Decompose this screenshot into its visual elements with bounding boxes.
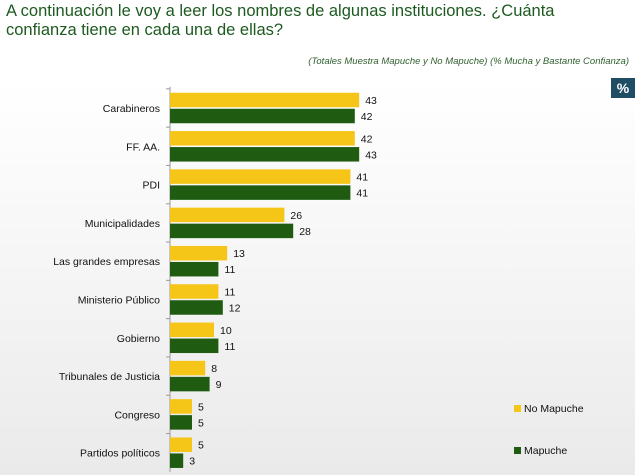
category-label: Municipalidades <box>85 218 160 230</box>
bar-mapuche <box>170 147 360 162</box>
chart-subtitle: (Totales Muestra Mapuche y No Mapuche) (… <box>308 56 629 67</box>
bar-no-mapuche <box>170 360 206 376</box>
legend-label: No Mapuche <box>524 403 584 415</box>
bar-no-mapuche <box>170 131 355 146</box>
category-label: Las grandes empresas <box>53 256 160 268</box>
data-label: 43 <box>365 149 377 161</box>
data-label: 10 <box>220 325 232 337</box>
data-label: 9 <box>216 379 222 391</box>
bar-no-mapuche <box>170 399 192 414</box>
data-label: 26 <box>290 210 302 222</box>
data-label: 3 <box>189 456 195 468</box>
data-label: 28 <box>299 226 311 238</box>
bar-no-mapuche <box>170 207 285 223</box>
bar-mapuche <box>170 453 184 468</box>
bar-mapuche <box>170 108 355 124</box>
data-label: 8 <box>211 363 217 375</box>
bar-mapuche <box>170 261 219 277</box>
data-label: 5 <box>198 417 204 429</box>
data-label: 11 <box>224 264 235 276</box>
bar-no-mapuche <box>170 169 351 184</box>
category-label: Partidos políticos <box>80 448 160 460</box>
bar-mapuche <box>170 300 223 315</box>
category-label: PDI <box>142 180 160 192</box>
data-label: 41 <box>356 172 368 184</box>
bar-mapuche <box>170 376 210 392</box>
bar-no-mapuche <box>170 92 360 108</box>
bar-no-mapuche <box>170 245 228 261</box>
bar-mapuche <box>170 223 294 239</box>
data-label: 43 <box>365 95 377 107</box>
data-label: 42 <box>361 111 373 123</box>
chart-title: A continuación le voy a leer los nombres… <box>6 2 555 39</box>
data-label: 13 <box>233 248 245 260</box>
percent-badge: % <box>611 78 635 98</box>
category-label: FF. AA. <box>126 141 160 153</box>
data-label: 41 <box>356 188 368 200</box>
category-label: Congreso <box>114 409 160 421</box>
category-label: Carabineros <box>103 103 160 115</box>
category-label: Ministerio Público <box>78 295 160 307</box>
data-label: 11 <box>224 341 235 353</box>
bar-no-mapuche <box>170 322 214 338</box>
category-label: Tribunales de Justicia <box>59 371 160 383</box>
data-label: 5 <box>198 401 204 413</box>
legend-swatch-no-mapuche <box>514 405 521 412</box>
bar-no-mapuche <box>170 284 219 299</box>
bar-mapuche <box>170 338 219 354</box>
data-label: 11 <box>224 287 235 299</box>
category-label: Gobierno <box>117 333 160 345</box>
bar-mapuche <box>170 185 351 200</box>
data-label: 12 <box>229 303 241 315</box>
bar-mapuche <box>170 415 192 430</box>
data-label: 5 <box>198 440 204 452</box>
legend-label: Mapuche <box>524 445 567 457</box>
data-label: 42 <box>361 133 373 145</box>
bar-no-mapuche <box>170 437 192 452</box>
legend-swatch-mapuche <box>514 447 521 454</box>
